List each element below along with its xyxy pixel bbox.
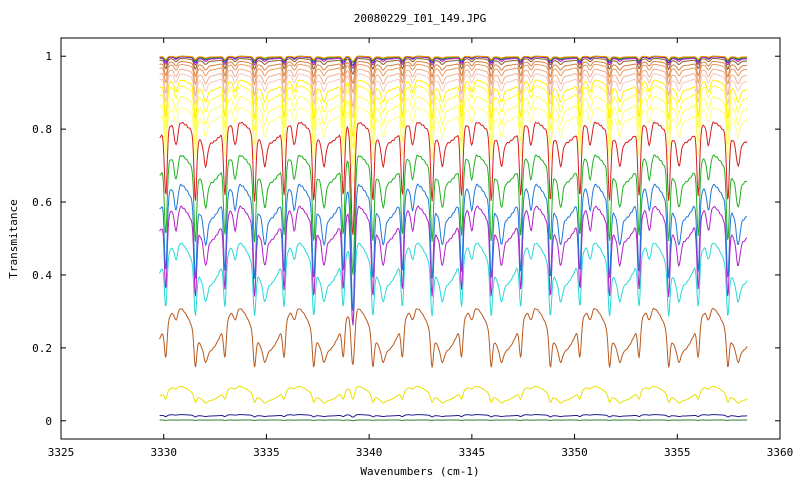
series-line (159, 385, 748, 404)
series-line (159, 183, 748, 311)
series-line (159, 84, 748, 149)
plot-frame (60, 37, 781, 440)
y-tick-label: 1 (45, 50, 52, 63)
series-line (159, 95, 748, 166)
x-axis-ticks: 3325 3330 3335 3340 3345 3350 3355 3360 (48, 38, 794, 459)
y-tick-label: 0.2 (32, 342, 52, 355)
chart-title: 20080229_I01_149.JPG (354, 12, 486, 25)
y-tick-label: 0.8 (32, 123, 52, 136)
series-line (159, 121, 748, 235)
x-tick-label: 3340 (356, 446, 383, 459)
series-layer (159, 55, 748, 422)
x-tick-label: 3345 (459, 446, 486, 459)
series-line (159, 55, 748, 62)
x-tick-label: 3325 (48, 446, 75, 459)
x-axis-label: Wavenumbers (cm-1) (360, 465, 479, 478)
series-line (159, 205, 748, 326)
x-tick-label: 3350 (561, 446, 588, 459)
x-tick-label: 3330 (150, 446, 177, 459)
series-line (159, 106, 748, 183)
y-axis-label: Transmitance (7, 199, 20, 278)
series-line (159, 68, 748, 109)
series-line (159, 57, 748, 75)
y-axis-ticks: 0 0.2 0.4 0.6 0.8 1 (32, 50, 780, 428)
series-line (159, 307, 748, 368)
y-tick-label: 0.4 (32, 269, 52, 282)
series-line (159, 79, 748, 137)
series-line (159, 60, 748, 85)
x-tick-label: 3360 (767, 446, 794, 459)
y-tick-label: 0.6 (32, 196, 52, 209)
x-tick-label: 3335 (253, 446, 280, 459)
series-line (159, 242, 748, 325)
series-line (159, 419, 748, 422)
series-line (159, 414, 748, 418)
y-tick-label: 0 (45, 415, 52, 428)
series-line (159, 63, 748, 94)
series-line (159, 154, 748, 275)
series-line (159, 73, 748, 119)
x-tick-label: 3355 (664, 446, 691, 459)
series-line (159, 56, 748, 70)
